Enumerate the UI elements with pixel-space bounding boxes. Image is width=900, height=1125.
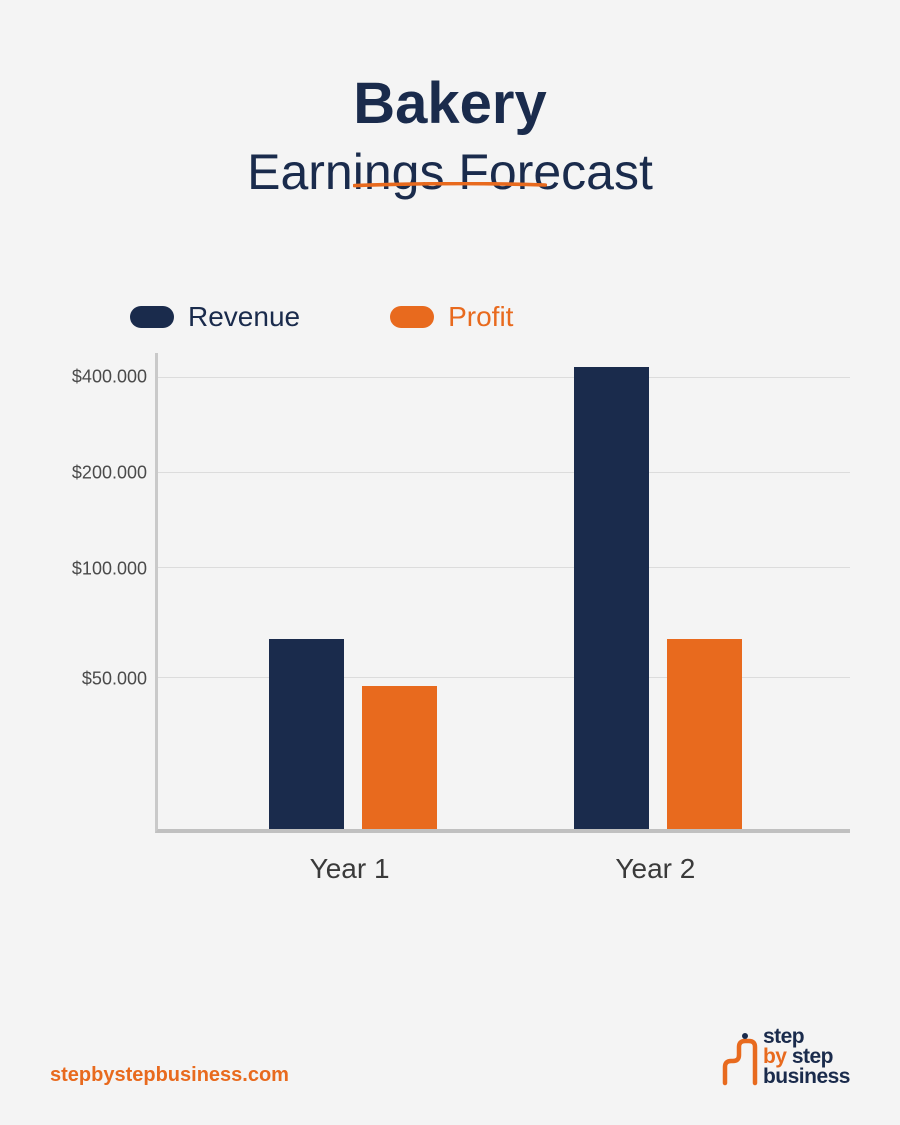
title-block: Bakery Earnings Forecast: [0, 0, 900, 201]
gridline: [158, 472, 850, 473]
y-axis: $50.000$100.000$200.000$400.000: [60, 353, 155, 833]
legend: Revenue Profit: [130, 301, 900, 333]
y-tick: $400.000: [52, 367, 147, 388]
plot-area: [155, 353, 850, 833]
gridline: [158, 377, 850, 378]
x-label: Year 2: [615, 853, 695, 885]
gridline: [158, 677, 850, 678]
title-underline: [353, 135, 546, 141]
logo-line3: business: [763, 1067, 850, 1087]
legend-label-revenue: Revenue: [188, 301, 300, 333]
y-tick: $50.000: [52, 669, 147, 690]
legend-item-profit: Profit: [390, 301, 513, 333]
gridline: [158, 567, 850, 568]
title-main: Bakery: [353, 70, 546, 137]
bar-profit-1: [667, 639, 742, 829]
title-main-text: Bakery: [353, 71, 546, 136]
legend-label-profit: Profit: [448, 301, 513, 333]
x-label: Year 1: [310, 853, 390, 885]
legend-item-revenue: Revenue: [130, 301, 300, 333]
y-tick: $200.000: [52, 463, 147, 484]
logo-line1: step: [763, 1027, 850, 1047]
legend-swatch-profit: [390, 306, 434, 328]
x-axis-labels: Year 1 Year 2: [155, 843, 850, 883]
bar-revenue-1: [574, 367, 649, 829]
footer: stepbystepbusiness.com step by step busi…: [50, 1027, 850, 1087]
logo: step by step business: [719, 1027, 850, 1087]
bar-revenue-0: [269, 639, 344, 829]
logo-text: step by step business: [763, 1027, 850, 1087]
legend-swatch-revenue: [130, 306, 174, 328]
chart-area: $50.000$100.000$200.000$400.000 Year 1Ye…: [60, 353, 850, 873]
y-tick: $100.000: [52, 559, 147, 580]
bar-profit-0: [362, 686, 437, 829]
footer-url: stepbystepbusiness.com: [50, 1064, 289, 1087]
logo-steps-icon: [719, 1031, 759, 1087]
logo-line2: by step: [763, 1047, 850, 1067]
title-sub: Earnings Forecast: [0, 143, 900, 201]
